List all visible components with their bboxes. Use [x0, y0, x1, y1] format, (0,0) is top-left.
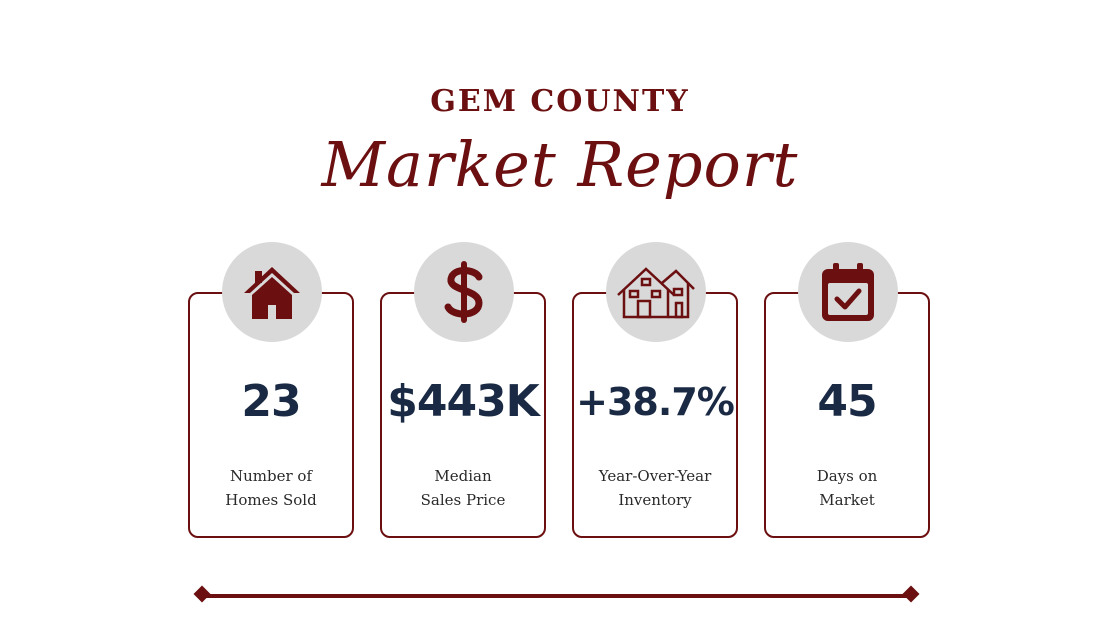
stat-label-line: Homes Sold	[225, 491, 317, 509]
stat-label-line: Inventory	[618, 491, 692, 509]
stat-value: +38.7%	[576, 380, 735, 424]
stat-label-line: Market	[819, 491, 875, 509]
house-icon	[222, 242, 322, 342]
stat-label-line: Median	[434, 467, 492, 485]
stat-value: 45	[817, 376, 877, 427]
stat-label-line: Number of	[229, 467, 312, 485]
stat-label-line: Sales Price	[420, 491, 506, 509]
calendar-check-icon	[798, 242, 898, 342]
stat-label: Median Sales Price	[382, 464, 544, 512]
houses-icon	[606, 242, 706, 342]
stat-label: Year-Over-Year Inventory	[574, 464, 736, 512]
footer-divider-line	[200, 594, 912, 598]
divider-diamond-left	[193, 585, 211, 603]
stat-label-line: Days on	[816, 467, 878, 485]
divider-diamond-right	[902, 585, 920, 603]
stat-label: Days on Market	[766, 464, 928, 512]
stat-label-line: Year-Over-Year	[598, 467, 712, 485]
stat-label: Number of Homes Sold	[190, 464, 352, 512]
report-heading: GEM COUNTY	[430, 84, 690, 119]
report-subtitle: Market Report	[321, 128, 799, 201]
dollar-icon	[414, 242, 514, 342]
stat-value: 23	[241, 376, 301, 427]
stat-value: $443K	[387, 376, 540, 427]
